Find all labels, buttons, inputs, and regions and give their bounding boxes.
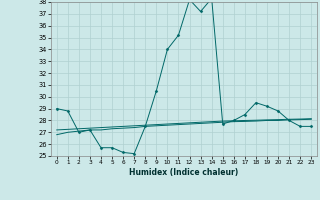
X-axis label: Humidex (Indice chaleur): Humidex (Indice chaleur) bbox=[129, 168, 239, 177]
